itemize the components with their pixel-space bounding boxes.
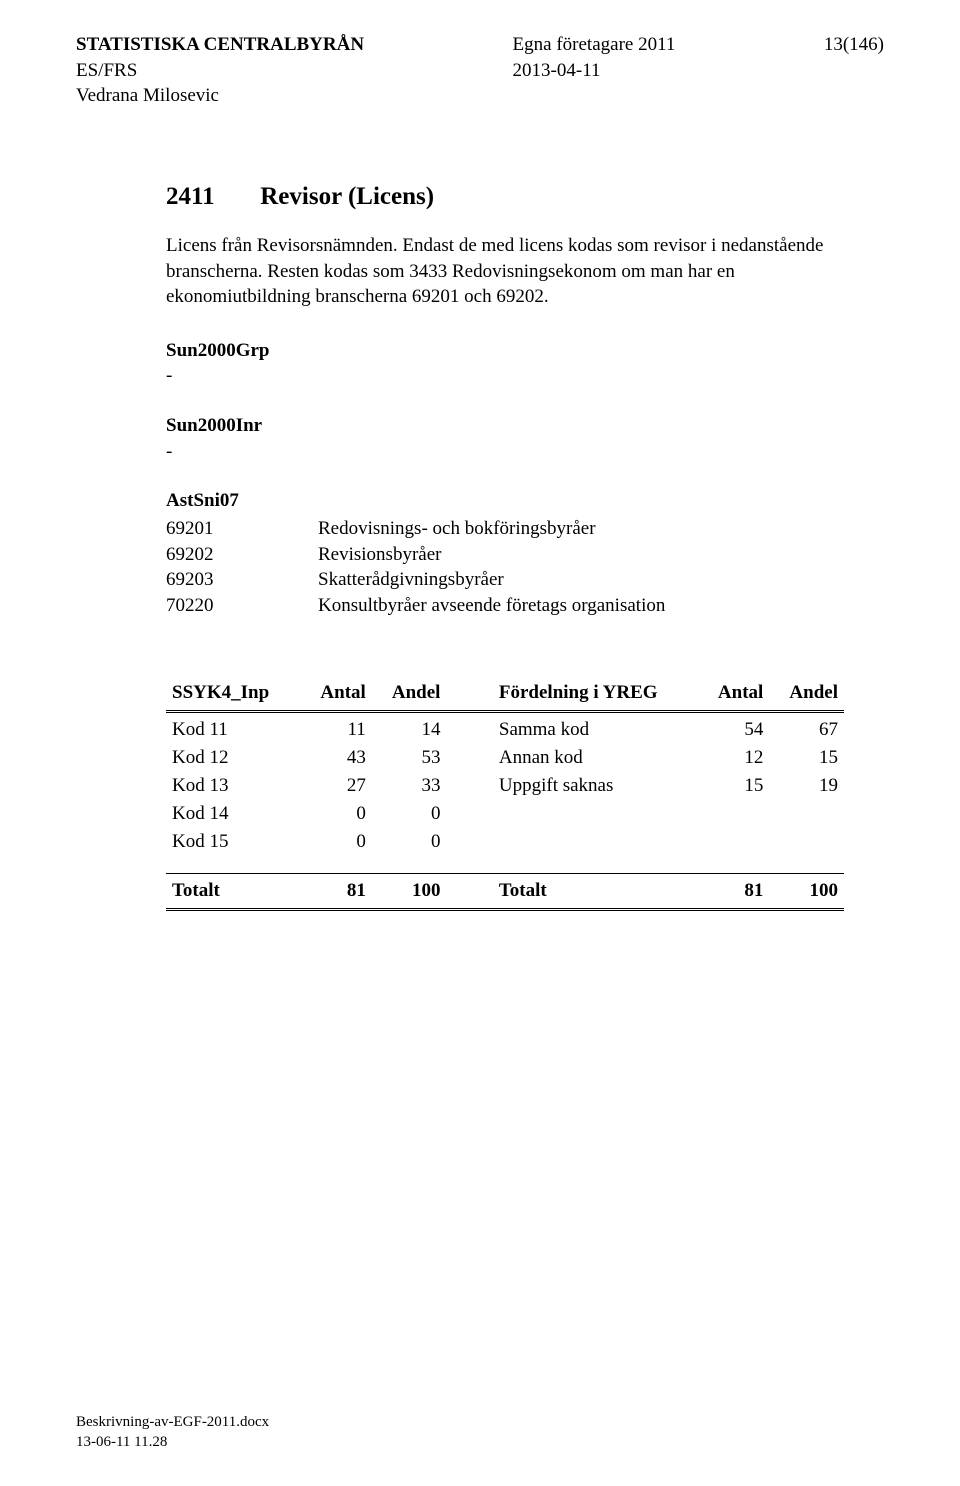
ast-code: 69203 (166, 567, 318, 593)
ast-text: Skatterådgivningsbyråer (318, 567, 844, 593)
row-label: Kod 12 (166, 744, 297, 772)
table-row: Kod 13 27 33 Uppgift saknas 15 19 (166, 772, 844, 800)
ast-text: Revisionsbyråer (318, 542, 844, 568)
astsni-list: 69201 Redovisnings- och bokföringsbyråer… (166, 516, 844, 619)
cell: 0 (297, 800, 372, 828)
cell: 27 (297, 772, 372, 800)
cell: 100 (769, 873, 844, 909)
sun2000inr-value: - (166, 439, 844, 465)
row-label: Kod 15 (166, 828, 297, 856)
cell (493, 828, 695, 856)
cell: Annan kod (493, 744, 695, 772)
cell: 19 (769, 772, 844, 800)
col-antal: Antal (297, 679, 372, 712)
cell: 53 (372, 744, 447, 772)
sun2000inr-label: Sun2000Inr (166, 413, 844, 439)
section-heading: 2411 Revisor (Licens) (166, 183, 884, 211)
cell: 11 (297, 711, 372, 744)
cell: 33 (372, 772, 447, 800)
intro-paragraph: Licens från Revisorsnämnden. Endast de m… (166, 233, 844, 310)
ast-text: Redovisnings- och bokföringsbyråer (318, 516, 844, 542)
cell: 0 (372, 828, 447, 856)
col-andel2: Andel (769, 679, 844, 712)
page-footer: Beskrivning-av-EGF-2011.docx 13-06-11 11… (76, 1413, 269, 1452)
cell: 0 (372, 800, 447, 828)
cell (769, 800, 844, 828)
cell: 43 (297, 744, 372, 772)
cell (769, 828, 844, 856)
cell: Uppgift saknas (493, 772, 695, 800)
page-number: 13(146) (824, 32, 884, 58)
ast-code: 70220 (166, 593, 318, 619)
cell: Samma kod (493, 711, 695, 744)
cell (493, 800, 695, 828)
table-row: Kod 15 0 0 (166, 828, 844, 856)
footer-stamp: 13-06-11 11.28 (76, 1433, 269, 1453)
doc-date: 2013-04-11 (513, 58, 676, 84)
totals-fd: Totalt (493, 873, 695, 909)
cell: 67 (769, 711, 844, 744)
cell: 14 (372, 711, 447, 744)
row-label: Kod 11 (166, 711, 297, 744)
list-item: 69201 Redovisnings- och bokföringsbyråer (166, 516, 844, 542)
cell (695, 800, 770, 828)
col-ssyk: SSYK4_Inp (166, 679, 297, 712)
totals-label: Totalt (166, 873, 297, 909)
dept: ES/FRS (76, 58, 364, 84)
list-item: 69203 Skatterådgivningsbyråer (166, 567, 844, 593)
page-header: STATISTISKA CENTRALBYRÅN ES/FRS Vedrana … (76, 32, 884, 109)
author: Vedrana Milosevic (76, 83, 364, 109)
table-row: Kod 14 0 0 (166, 800, 844, 828)
list-item: 70220 Konsultbyråer avseende företags or… (166, 593, 844, 619)
ast-code: 69201 (166, 516, 318, 542)
cell: 100 (372, 873, 447, 909)
row-label: Kod 13 (166, 772, 297, 800)
org-name: STATISTISKA CENTRALBYRÅN (76, 32, 364, 58)
cell: 81 (297, 873, 372, 909)
sun2000grp-value: - (166, 363, 844, 389)
cell: 81 (695, 873, 770, 909)
totals-row: Totalt 81 100 Totalt 81 100 (166, 873, 844, 909)
col-gap (446, 679, 492, 712)
table-row: Kod 12 43 53 Annan kod 12 15 (166, 744, 844, 772)
col-andel: Andel (372, 679, 447, 712)
ast-code: 69202 (166, 542, 318, 568)
cell: 15 (695, 772, 770, 800)
footer-file: Beskrivning-av-EGF-2011.docx (76, 1413, 269, 1433)
list-item: 69202 Revisionsbyråer (166, 542, 844, 568)
row-label: Kod 14 (166, 800, 297, 828)
table-row: Kod 11 11 14 Samma kod 54 67 (166, 711, 844, 744)
col-fd: Fördelning i YREG (493, 679, 695, 712)
cell: 0 (297, 828, 372, 856)
col-antal2: Antal (695, 679, 770, 712)
sun2000grp-label: Sun2000Grp (166, 338, 844, 364)
ast-text: Konsultbyråer avseende företags organisa… (318, 593, 844, 619)
cell: 12 (695, 744, 770, 772)
section-title-text: Revisor (Licens) (260, 183, 434, 210)
cell: 54 (695, 711, 770, 744)
distribution-table: SSYK4_Inp Antal Andel Fördelning i YREG … (166, 679, 844, 911)
cell: 15 (769, 744, 844, 772)
astsni-label: AstSni07 (166, 488, 844, 514)
section-code: 2411 (166, 183, 254, 211)
doc-title: Egna företagare 2011 (513, 32, 676, 58)
cell (695, 828, 770, 856)
